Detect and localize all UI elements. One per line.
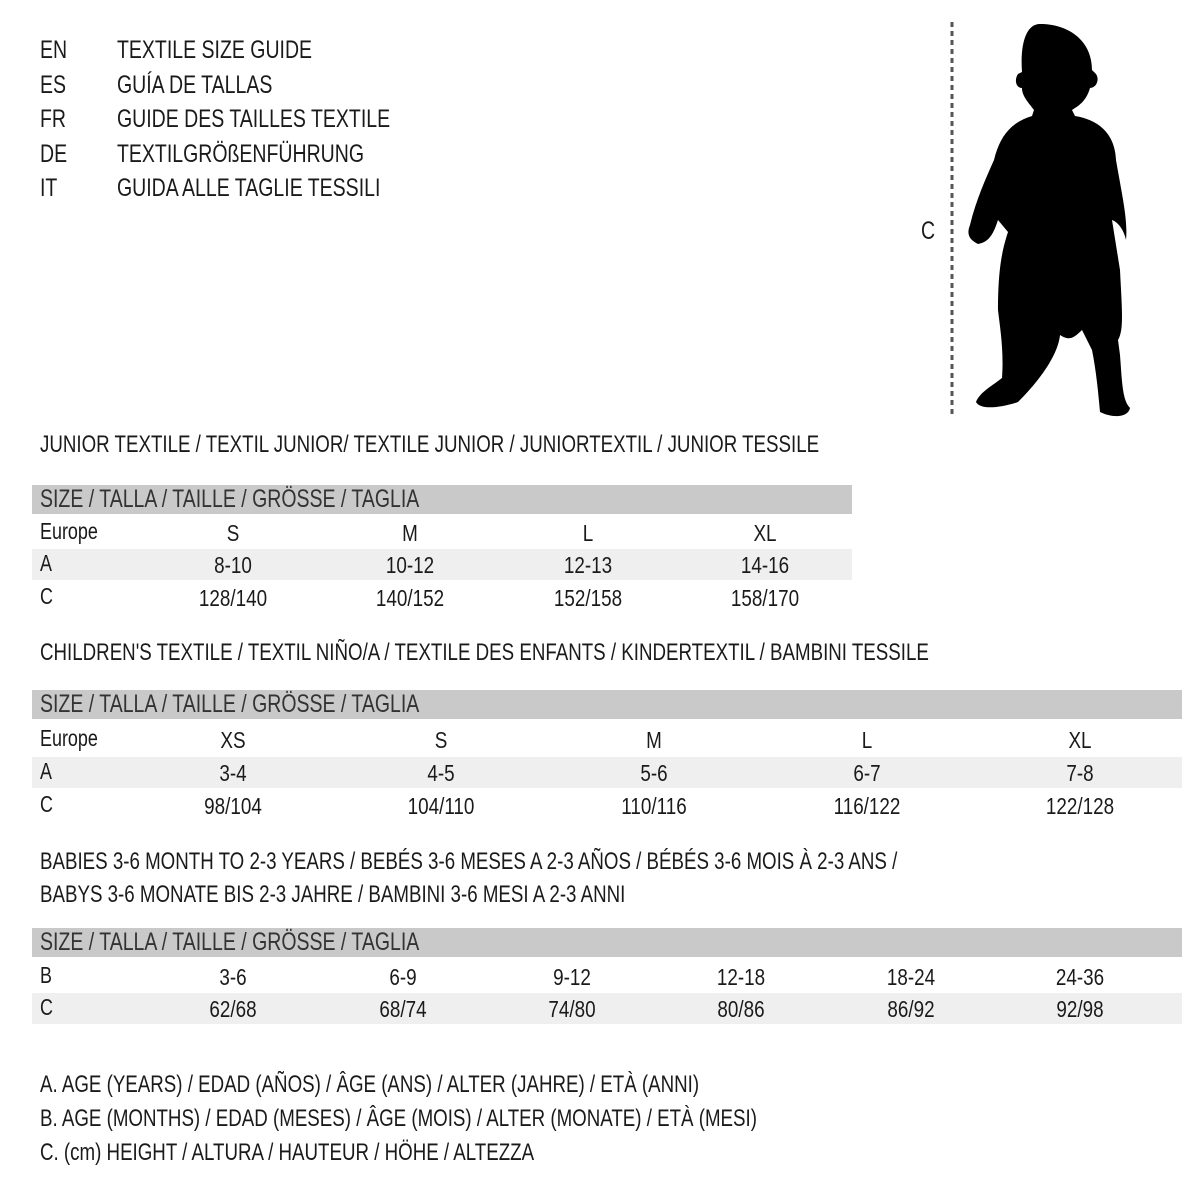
size-header: SIZE / TALLA / TAILLE / GRÖSSE / TAGLIA [40, 690, 420, 718]
table-cell: 68/74 [379, 996, 427, 1022]
table-cell: XL [753, 520, 777, 546]
table-cell: 128/140 [198, 585, 268, 611]
table-cell: 110/116 [621, 793, 687, 819]
table-cell: S [434, 727, 448, 753]
row-shade [32, 993, 1182, 1024]
guide-title: TEXTILE SIZE GUIDE [117, 36, 313, 64]
table-cell: 6-7 [853, 760, 881, 786]
table-cell: 3-6 [219, 964, 247, 990]
table-cell: 18-24 [886, 964, 936, 990]
guide-title: GUIDE DES TAILLES TEXTILE [117, 105, 391, 133]
header-bar [32, 928, 1182, 957]
guide-title: GUIDA ALLE TAGLIE TESSILI [117, 174, 381, 202]
child-silhouette-icon [950, 22, 1130, 417]
table-cell: 6-9 [389, 964, 417, 990]
table-cell: XL [1068, 727, 1092, 753]
size-header: SIZE / TALLA / TAILLE / GRÖSSE / TAGLIA [40, 928, 420, 956]
table-cell: 86/92 [887, 996, 935, 1022]
legend-item: A. AGE (YEARS) / EDAD (AÑOS) / ÂGE (ANS)… [40, 1071, 700, 1098]
table-cell: M [402, 520, 418, 546]
table-cell: S [226, 520, 240, 546]
table-cell: 152/158 [553, 585, 623, 611]
table-cell: 8-10 [214, 552, 252, 578]
table-cell: 5-6 [640, 760, 668, 786]
guide-title: TEXTILGRÖßENFÜHRUNG [117, 139, 365, 168]
table-cell: 10-12 [385, 552, 435, 578]
table-cell: 7-8 [1066, 760, 1094, 786]
language-code: EN [40, 36, 68, 64]
table-cell: L [861, 727, 873, 753]
section-title: BABYS 3-6 MONATE BIS 2-3 JAHRE / BAMBINI… [40, 881, 626, 908]
header-bar [32, 690, 1182, 719]
row-shade [32, 549, 852, 580]
language-code: IT [40, 174, 58, 202]
height-measure-label: C [921, 217, 936, 245]
table-cell: 62/68 [209, 996, 257, 1022]
legend-item: B. AGE (MONTHS) / EDAD (MESES) / ÂGE (MO… [40, 1105, 757, 1132]
header-bar [32, 485, 852, 514]
table-cell: 158/170 [730, 585, 800, 611]
table-cell: M [646, 727, 662, 753]
language-code: FR [40, 105, 66, 133]
section-title: JUNIOR TEXTILE / TEXTIL JUNIOR/ TEXTILE … [40, 431, 820, 458]
row-label: C [40, 583, 53, 609]
table-cell: 104/110 [407, 793, 475, 819]
guide-title: GUÍA DE TALLAS [117, 70, 273, 99]
language-code: ES [40, 70, 67, 99]
table-cell: 3-4 [219, 760, 247, 786]
table-cell: 4-5 [427, 760, 455, 786]
table-cell: 116/122 [833, 793, 901, 819]
legend-item: C. (cm) HEIGHT / ALTURA / HAUTEUR / HÖHE… [40, 1139, 535, 1166]
table-cell: 12-18 [716, 964, 766, 990]
row-label: Europe [40, 725, 98, 751]
table-cell: 12-13 [563, 552, 613, 578]
section-title: CHILDREN'S TEXTILE / TEXTIL NIÑO/A / TEX… [40, 639, 929, 666]
row-label: A [40, 758, 52, 784]
table-cell: 14-16 [740, 552, 790, 578]
table-cell: 92/98 [1056, 996, 1104, 1022]
table-cell: 80/86 [717, 996, 765, 1022]
language-code: DE [40, 139, 68, 168]
table-cell: 122/128 [1045, 793, 1115, 819]
table-cell: 140/152 [375, 585, 445, 611]
table-cell: 74/80 [548, 996, 596, 1022]
table-cell: 98/104 [204, 793, 262, 819]
row-label: C [40, 994, 53, 1020]
row-label: C [40, 791, 53, 817]
row-label: A [40, 550, 52, 576]
row-label: Europe [40, 518, 98, 544]
table-cell: 9-12 [553, 964, 591, 990]
section-title: BABIES 3-6 MONTH TO 2-3 YEARS / BEBÉS 3-… [40, 848, 898, 875]
size-header: SIZE / TALLA / TAILLE / GRÖSSE / TAGLIA [40, 485, 420, 513]
row-shade [32, 757, 1182, 788]
table-cell: XS [220, 727, 246, 753]
row-label: B [40, 962, 52, 988]
table-cell: L [582, 520, 594, 546]
table-cell: 24-36 [1055, 964, 1105, 990]
